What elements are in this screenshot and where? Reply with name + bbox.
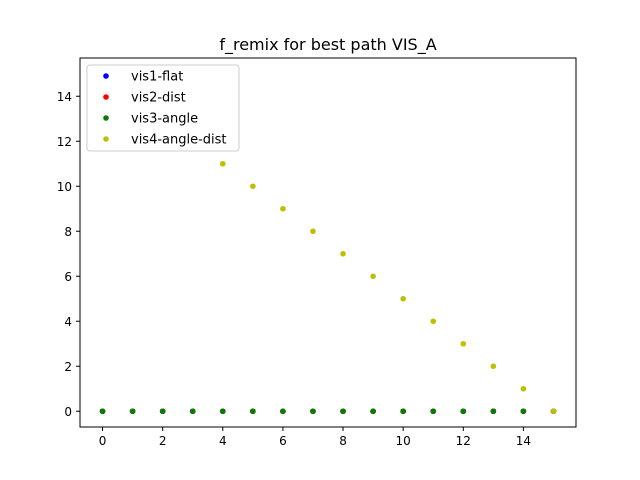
legend-marker <box>103 115 109 121</box>
data-point-vis4-angle-dist <box>370 273 376 280</box>
data-point-vis3-angle <box>159 408 166 415</box>
data-point-vis3-angle <box>280 408 286 415</box>
y-tick-label: 4 <box>64 315 72 329</box>
data-point-vis3-angle <box>340 408 346 415</box>
legend: vis1-flat vis2-dist vis3-angle vis4-angle-d… <box>86 64 240 152</box>
x-tick-label: 2 <box>159 434 167 448</box>
data-point-vis4-angle-dist <box>310 228 316 235</box>
data-point-vis4-angle-dist <box>520 385 527 392</box>
x-tick-label: 0 <box>99 434 107 448</box>
data-point-vis3-angle <box>490 408 497 415</box>
x-tick-label: 14 <box>516 434 531 448</box>
data-point-vis3-angle <box>189 408 196 415</box>
y-tick-label: 6 <box>64 270 72 284</box>
data-point-vis3-angle <box>460 408 467 415</box>
x-tick-label: 8 <box>339 434 347 448</box>
legend-frame <box>86 64 240 152</box>
y-tick-label: 12 <box>57 135 72 149</box>
data-point-vis4-angle-dist <box>280 205 286 212</box>
legend-label: vis4-angle-dist <box>131 133 227 148</box>
x-tick-label: 12 <box>456 434 471 448</box>
data-point-vis3-angle <box>430 408 437 415</box>
x-tick-label: 10 <box>396 434 411 448</box>
data-point-vis4-angle-dist <box>430 318 437 325</box>
legend-label: vis2-dist <box>131 91 186 106</box>
chart-title: f_remix for best path VIS_A <box>219 35 436 55</box>
y-tick-label: 8 <box>64 225 72 239</box>
legend-label: vis3-angle <box>131 112 198 127</box>
data-point-vis3-angle <box>520 408 527 415</box>
data-point-vis3-angle <box>370 408 376 415</box>
y-tick-label: 0 <box>64 405 72 419</box>
legend-marker <box>103 136 109 142</box>
legend-marker <box>103 73 109 79</box>
data-points <box>99 160 557 415</box>
data-point-vis3-angle <box>219 408 226 415</box>
x-axis: 0 2 4 6 8 10 12 14 <box>99 427 531 448</box>
x-tick-label: 4 <box>219 434 227 448</box>
plot-area <box>79 57 577 428</box>
data-point-vis3-angle <box>250 408 256 415</box>
legend-marker <box>103 94 109 100</box>
data-point-vis4-angle-dist <box>219 160 226 167</box>
data-point-vis4-angle-dist <box>250 183 256 190</box>
data-point-vis3-angle <box>99 408 106 415</box>
data-point-vis4-angle-dist <box>400 295 406 302</box>
y-tick-label: 2 <box>64 360 72 374</box>
data-point-vis4-angle-dist <box>550 408 557 415</box>
y-axis: 0 2 4 6 8 10 12 14 <box>57 90 80 419</box>
data-point-vis4-angle-dist <box>460 340 467 347</box>
y-tick-label: 14 <box>57 90 72 104</box>
data-point-vis4-angle-dist <box>490 363 497 370</box>
legend-label: vis1-flat <box>131 70 183 85</box>
y-tick-label: 10 <box>57 180 72 194</box>
data-point-vis3-angle <box>400 408 406 415</box>
data-point-vis3-angle <box>129 408 136 415</box>
data-point-vis4-angle-dist <box>340 250 346 257</box>
data-point-vis3-angle <box>310 408 316 415</box>
x-tick-label: 6 <box>279 434 287 448</box>
